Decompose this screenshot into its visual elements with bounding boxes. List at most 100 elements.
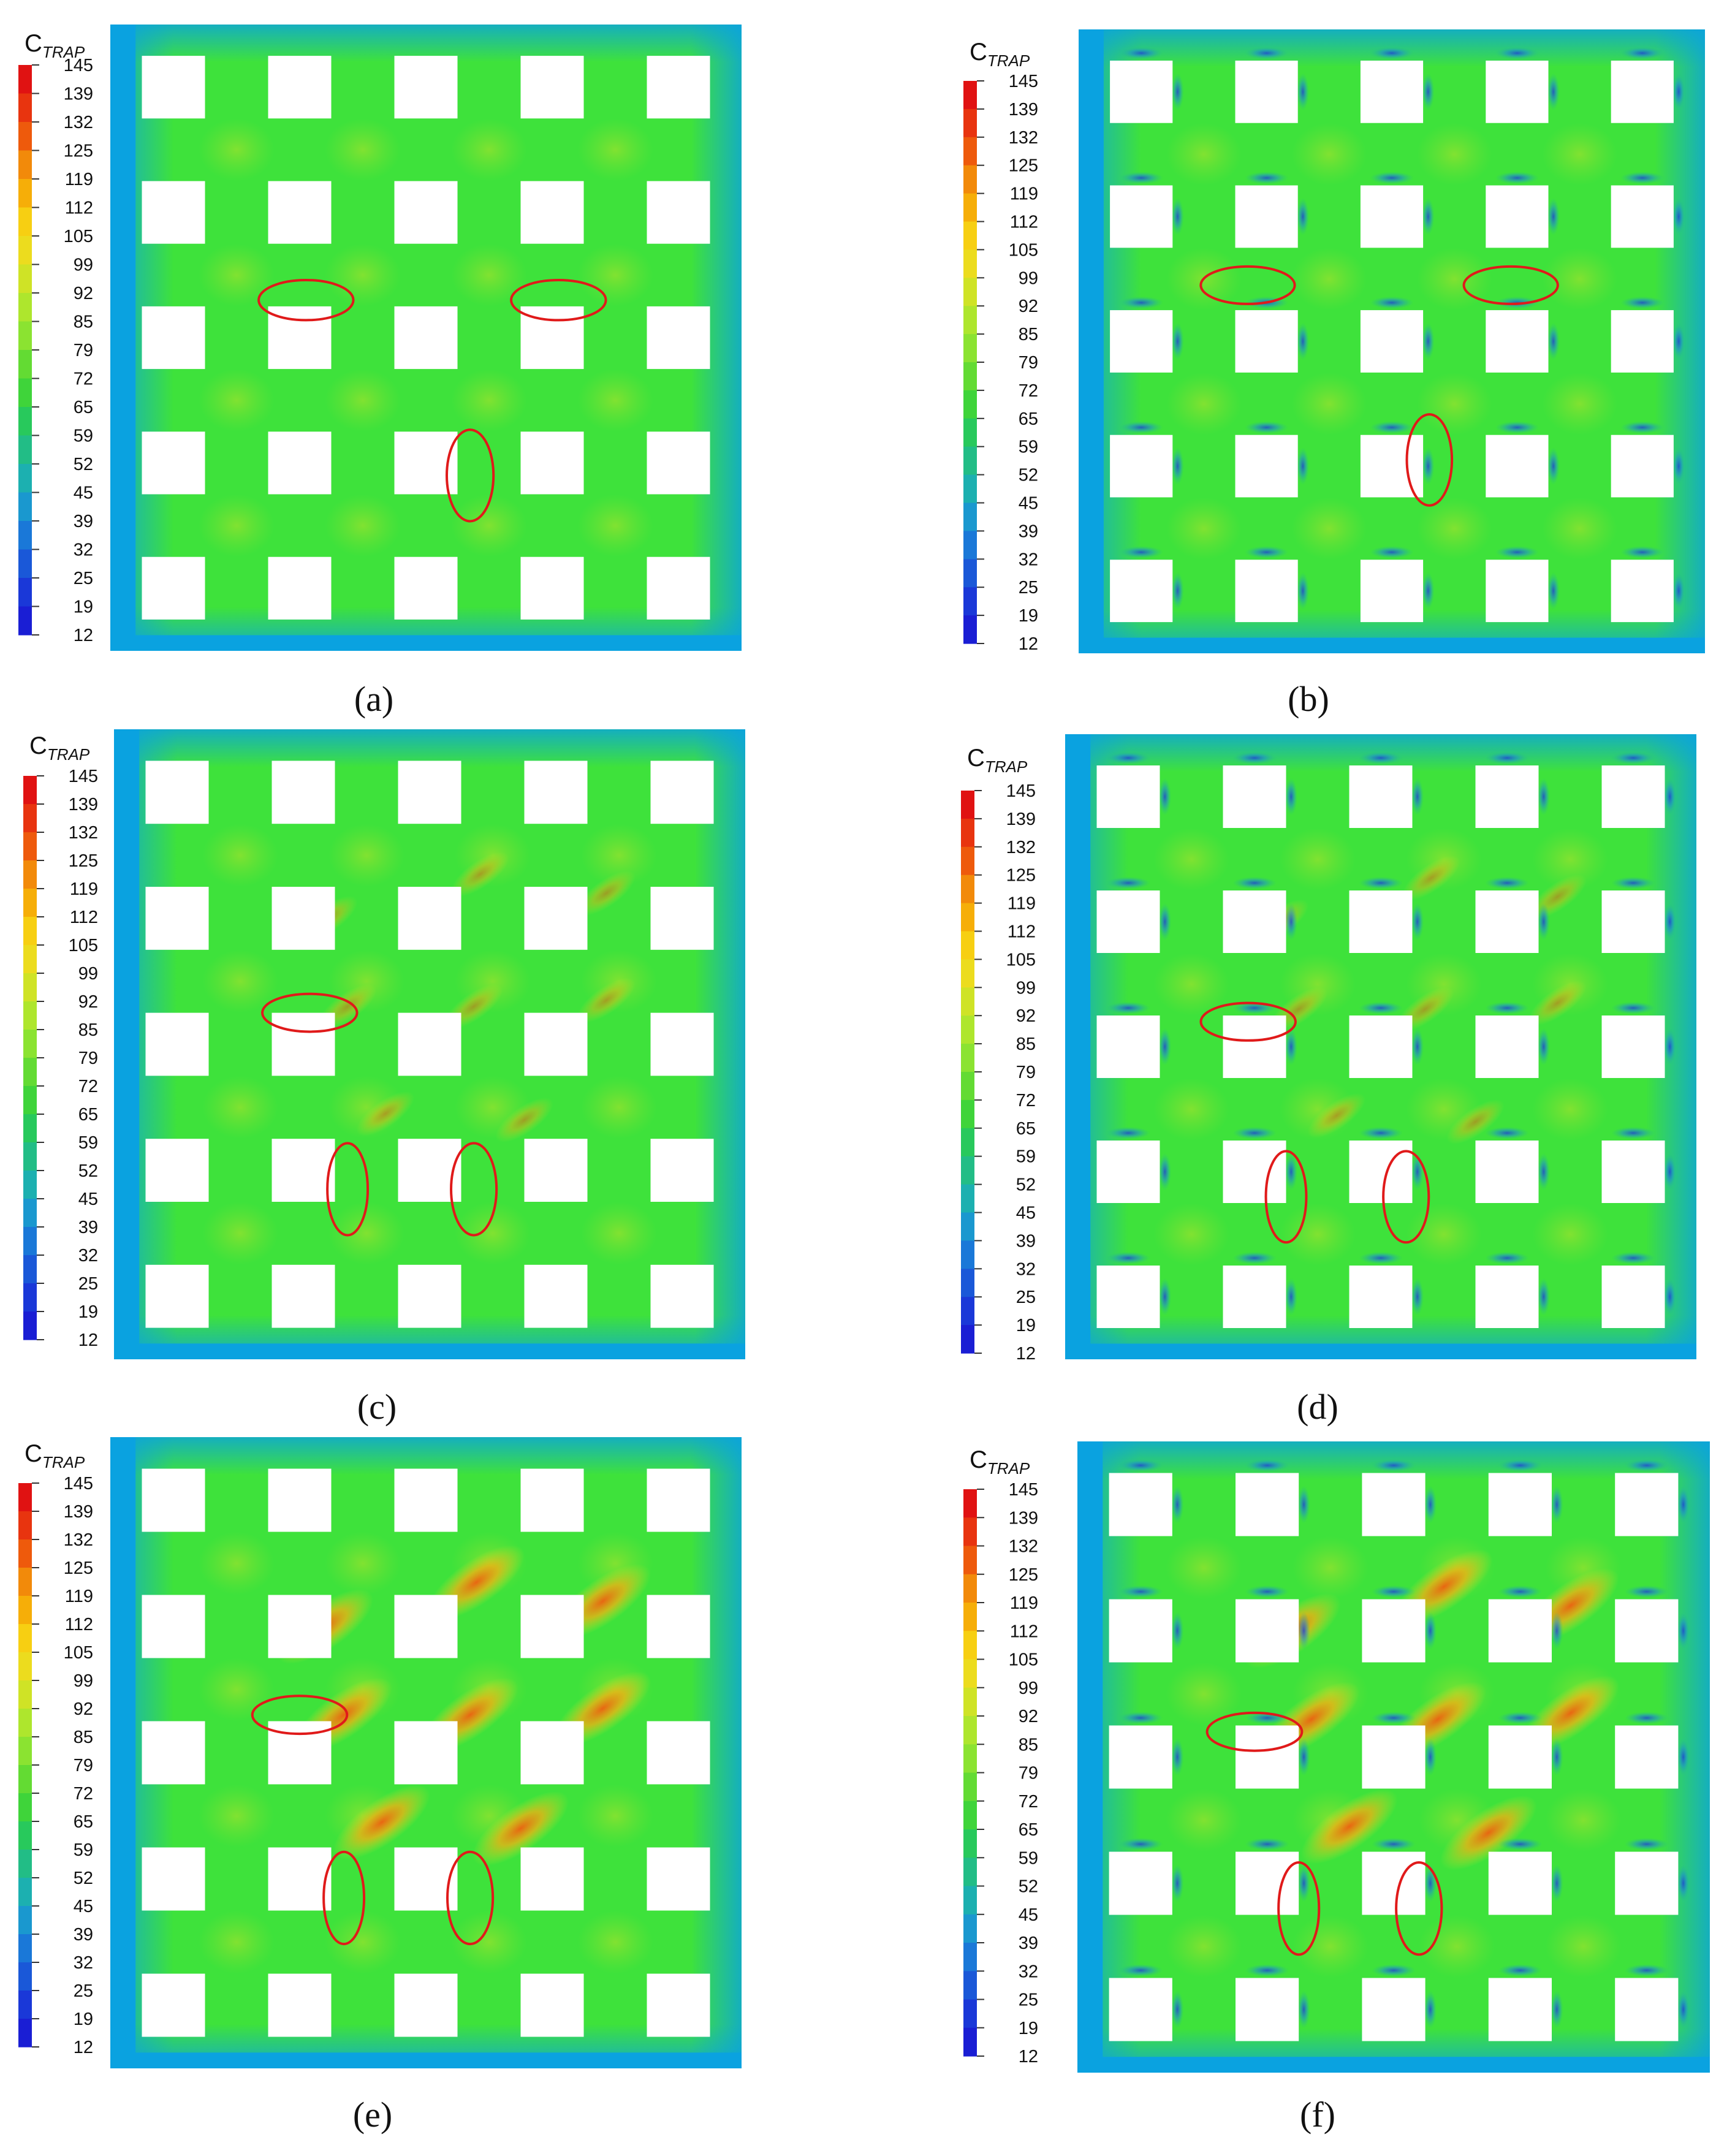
- gap-region: [577, 1910, 653, 1974]
- hole-r5-c5: [647, 1973, 710, 2037]
- colorbar-tick-label: 105: [64, 227, 93, 246]
- hole-r2-c2: [1235, 185, 1298, 248]
- colorbar-segment: [23, 804, 37, 833]
- colorbar-tick-label: 45: [78, 1190, 98, 1209]
- hole-r5-c4: [524, 1264, 588, 1328]
- colorbar-tick-label: 145: [1009, 72, 1038, 91]
- colorbar-tick-label: 52: [78, 1161, 98, 1181]
- hole-r3-c4: [1486, 310, 1549, 373]
- gap-region: [1166, 1536, 1242, 1600]
- boundary-left-strip: [1079, 29, 1104, 653]
- colorbar-segment: [18, 464, 32, 493]
- hole-r5-c2: [1235, 560, 1298, 623]
- colorbar-tick-label: 19: [1016, 1316, 1036, 1335]
- colorbar-tick-label: 39: [1016, 1231, 1036, 1251]
- cold-spot: [1537, 778, 1551, 816]
- colorbar-tick-label: 59: [1016, 1147, 1036, 1167]
- hole-r4-c2: [1223, 1141, 1286, 1203]
- panel-label-c: (c): [357, 1387, 397, 1427]
- colorbar-tick-label: 85: [74, 313, 93, 332]
- hole-r4-c2: [1236, 1851, 1299, 1915]
- hole-r2-c5: [647, 181, 710, 244]
- hole-r1-c1: [1096, 765, 1160, 828]
- cold-spot: [1245, 1837, 1289, 1851]
- colorbar-segment: [18, 1934, 32, 1963]
- hole-r2-c5: [647, 1595, 710, 1658]
- hole-r4-c4: [1486, 435, 1549, 498]
- cold-spot: [1611, 1126, 1656, 1139]
- cold-spot: [1672, 73, 1685, 111]
- cold-spot: [1620, 172, 1665, 184]
- boundary-left-strip: [114, 729, 140, 1359]
- colorbar-tick-label: 132: [1009, 1537, 1038, 1557]
- hole-r1-c5: [1615, 1473, 1679, 1536]
- hole-r1-c3: [1360, 60, 1424, 123]
- colorbar-segment: [963, 108, 977, 138]
- gap-region: [199, 1784, 275, 1848]
- cold-spot: [1677, 1486, 1690, 1524]
- hole-r3-c5: [650, 1012, 714, 1076]
- cold-spot: [1550, 1612, 1563, 1650]
- colorbar-segment: [18, 549, 32, 579]
- gap-region: [581, 1076, 657, 1139]
- hole-r1-c5: [1611, 60, 1674, 123]
- hole-r2-c1: [1096, 890, 1160, 953]
- cold-spot: [1677, 1991, 1690, 2029]
- cold-spot: [1358, 1126, 1403, 1139]
- cold-spot: [1158, 1153, 1172, 1191]
- colorbar-tick-label: 19: [74, 598, 93, 617]
- hole-r2-c4: [524, 887, 588, 950]
- cold-spot: [1620, 545, 1665, 559]
- hole-r1-c4: [520, 1468, 584, 1532]
- colorbar-tick-label: 65: [1016, 1119, 1036, 1139]
- hole-r5-c2: [268, 1973, 332, 2037]
- hole-r1-c1: [142, 56, 205, 119]
- colorbar-segment: [963, 503, 977, 531]
- gap-region: [1416, 497, 1492, 560]
- colorbar-segment: [963, 249, 977, 278]
- hole-r3-c4: [1488, 1725, 1552, 1789]
- colorbar-segment: [18, 264, 32, 294]
- cold-spot: [1620, 47, 1665, 59]
- colorbar-segment: [961, 1325, 974, 1354]
- colorbar-tick-label: 32: [1019, 1962, 1038, 1981]
- gap-region: [1292, 1915, 1369, 1978]
- cold-spot: [1296, 197, 1310, 235]
- colorbar-tick-label: 99: [74, 1671, 93, 1691]
- cold-spot: [1422, 197, 1435, 235]
- hole-r2-c5: [650, 887, 714, 950]
- hole-r5-c4: [1486, 560, 1549, 623]
- panel-c: 145 139 132 125 119 112 105 99 92 85 79 72 65 59 52 45 3…: [23, 729, 745, 1427]
- cold-spot: [1171, 1738, 1184, 1776]
- colorbar-tick-label: 85: [1019, 1735, 1038, 1755]
- cold-spot: [1371, 1964, 1416, 1977]
- hot-spot: [333, 1785, 430, 1860]
- hole-r1-c2: [271, 761, 335, 824]
- cold-spot: [1424, 1991, 1437, 2029]
- colorbar-segment: [18, 1624, 32, 1653]
- hole-r1-c3: [394, 1468, 458, 1532]
- colorbar-tick-label: 19: [78, 1302, 98, 1322]
- colorbar-tick-label: 45: [74, 1897, 93, 1916]
- colorbar-segment: [23, 1086, 37, 1115]
- cold-spot: [1245, 1459, 1289, 1472]
- colorbar-segment: [961, 903, 974, 932]
- panel-label-a: (a): [354, 679, 393, 719]
- hole-r1-c1: [1109, 1473, 1172, 1536]
- colorbar-segment: [963, 474, 977, 504]
- hole-r2-c5: [1601, 890, 1665, 953]
- gap-region: [199, 1532, 275, 1595]
- colorbar-tick-label: 65: [74, 1812, 93, 1832]
- colorbar-segment: [961, 1072, 974, 1101]
- cold-spot: [1371, 1459, 1416, 1472]
- colorbar-segment: [961, 959, 974, 988]
- cold-spot: [1411, 903, 1424, 941]
- colorbar-segment: [963, 1687, 977, 1717]
- cold-spot: [1119, 296, 1163, 309]
- hole-r1-c5: [647, 1468, 710, 1532]
- colorbar-tick-label: 119: [65, 1587, 93, 1606]
- colorbar-segment: [23, 1171, 37, 1199]
- colorbar-segment: [961, 1269, 974, 1297]
- gap-region: [1416, 248, 1492, 311]
